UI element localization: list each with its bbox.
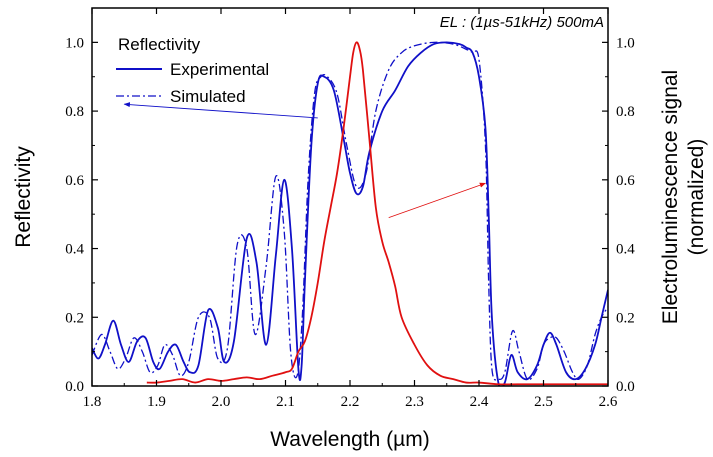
y-tick-label-left: 0.2: [65, 310, 84, 326]
series-layer: [92, 41, 608, 386]
x-tick-label: 2.3: [405, 394, 424, 410]
arrow-to-reflectivity-axis: [123, 102, 318, 119]
y-tick-label-right: 0.0: [616, 379, 635, 395]
x-tick-label: 2.4: [470, 394, 489, 410]
y-tick-label-right: 0.8: [616, 104, 635, 120]
x-tick-label: 1.9: [147, 394, 166, 410]
annotation-text: EL : (1µs-51kHz) 500mA: [440, 14, 604, 31]
y-axis-title-right-line2: (normalized): [685, 139, 708, 256]
legend-label-simulated: Simulated: [170, 87, 246, 106]
arrow-layer: [123, 102, 487, 219]
y-tick-label-left: 0.8: [65, 104, 84, 120]
x-tick-label: 2.1: [276, 394, 295, 410]
x-tick-label: 2.2: [341, 394, 360, 410]
x-tick-label: 2.0: [212, 394, 231, 410]
legend-label-experimental: Experimental: [170, 60, 269, 79]
x-axis-title: Wavelength (µm): [270, 428, 430, 451]
y-axis-title-left: Reflectivity: [12, 146, 35, 248]
x-tick-label: 1.8: [83, 394, 102, 410]
x-tick-label: 2.5: [534, 394, 553, 410]
y-tick-label-left: 0.6: [65, 173, 84, 189]
arrow-to-el-axis: [388, 182, 487, 219]
legend-title: Reflectivity: [118, 35, 201, 54]
series-line-experimental: [92, 41, 608, 386]
x-tick-label: 2.6: [599, 394, 618, 410]
y-tick-label-right: 1.0: [616, 35, 635, 51]
y-tick-label-left: 0.4: [65, 242, 84, 258]
y-tick-label-left: 1.0: [65, 35, 84, 51]
y-tick-label-right: 0.6: [616, 173, 635, 189]
series-line-electroluminescence: [146, 41, 608, 386]
legend: Reflectivity Experimental Simulated: [116, 35, 269, 106]
y-axis-title-right-line1: Electroluminescence signal: [659, 70, 682, 324]
tick-layer: 1.8 1.9 2.0 2.1 2.2 2.3 2.4 2.5 2.60.0 0.00.2 0.20…: [65, 7, 635, 410]
y-tick-label-right: 0.2: [616, 310, 635, 326]
y-tick-label-left: 0.0: [65, 379, 84, 395]
y-tick-label-right: 0.4: [616, 242, 635, 258]
series-line-simulated: [92, 41, 608, 381]
